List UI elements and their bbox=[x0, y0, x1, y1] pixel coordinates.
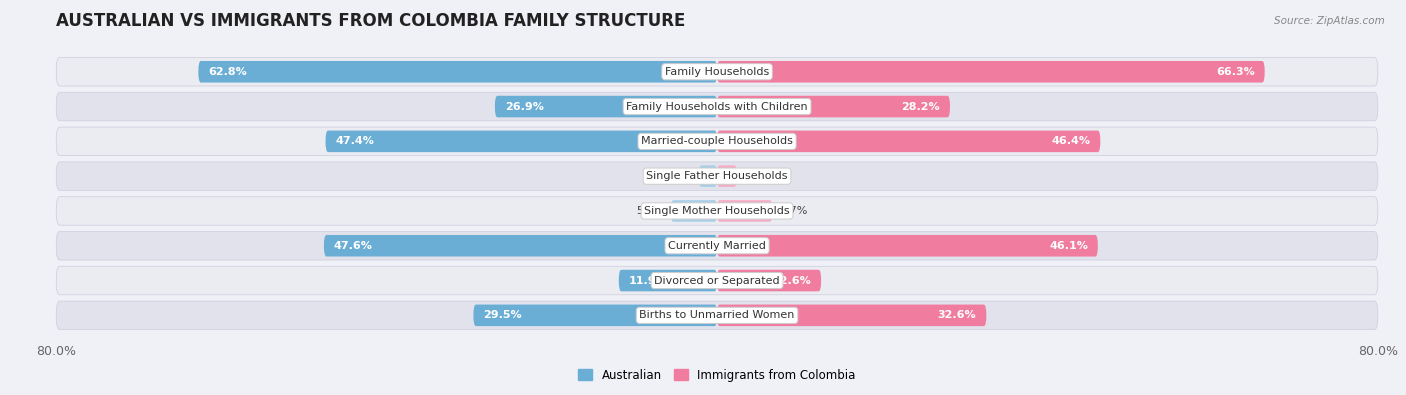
Text: Family Households with Children: Family Households with Children bbox=[626, 102, 808, 111]
Text: Currently Married: Currently Married bbox=[668, 241, 766, 251]
Text: 28.2%: 28.2% bbox=[901, 102, 941, 111]
Text: 47.6%: 47.6% bbox=[333, 241, 373, 251]
Text: 32.6%: 32.6% bbox=[938, 310, 976, 320]
Text: 26.9%: 26.9% bbox=[505, 102, 544, 111]
FancyBboxPatch shape bbox=[699, 166, 717, 187]
FancyBboxPatch shape bbox=[326, 131, 717, 152]
FancyBboxPatch shape bbox=[619, 270, 717, 292]
Text: Divorced or Separated: Divorced or Separated bbox=[654, 276, 780, 286]
Text: 2.4%: 2.4% bbox=[744, 171, 772, 181]
Text: 6.7%: 6.7% bbox=[779, 206, 807, 216]
FancyBboxPatch shape bbox=[56, 301, 1378, 329]
FancyBboxPatch shape bbox=[198, 61, 717, 83]
Text: Births to Unmarried Women: Births to Unmarried Women bbox=[640, 310, 794, 320]
FancyBboxPatch shape bbox=[56, 127, 1378, 156]
Text: AUSTRALIAN VS IMMIGRANTS FROM COLOMBIA FAMILY STRUCTURE: AUSTRALIAN VS IMMIGRANTS FROM COLOMBIA F… bbox=[56, 12, 686, 30]
FancyBboxPatch shape bbox=[717, 131, 1101, 152]
FancyBboxPatch shape bbox=[717, 166, 737, 187]
Text: Married-couple Households: Married-couple Households bbox=[641, 136, 793, 147]
Text: 2.2%: 2.2% bbox=[664, 171, 692, 181]
Text: Family Households: Family Households bbox=[665, 67, 769, 77]
FancyBboxPatch shape bbox=[717, 96, 950, 117]
Text: 62.8%: 62.8% bbox=[208, 67, 247, 77]
Text: 46.1%: 46.1% bbox=[1049, 241, 1088, 251]
Legend: Australian, Immigrants from Colombia: Australian, Immigrants from Colombia bbox=[574, 364, 860, 386]
Text: Source: ZipAtlas.com: Source: ZipAtlas.com bbox=[1274, 16, 1385, 26]
FancyBboxPatch shape bbox=[56, 266, 1378, 295]
Text: 47.4%: 47.4% bbox=[336, 136, 374, 147]
FancyBboxPatch shape bbox=[717, 270, 821, 292]
FancyBboxPatch shape bbox=[56, 58, 1378, 86]
FancyBboxPatch shape bbox=[495, 96, 717, 117]
Text: 29.5%: 29.5% bbox=[484, 310, 522, 320]
Text: Single Father Households: Single Father Households bbox=[647, 171, 787, 181]
FancyBboxPatch shape bbox=[717, 305, 987, 326]
FancyBboxPatch shape bbox=[56, 197, 1378, 225]
Text: 66.3%: 66.3% bbox=[1216, 67, 1254, 77]
Text: 46.4%: 46.4% bbox=[1052, 136, 1091, 147]
FancyBboxPatch shape bbox=[56, 231, 1378, 260]
FancyBboxPatch shape bbox=[323, 235, 717, 256]
Text: 5.6%: 5.6% bbox=[636, 206, 664, 216]
FancyBboxPatch shape bbox=[56, 162, 1378, 190]
FancyBboxPatch shape bbox=[717, 61, 1265, 83]
Text: Single Mother Households: Single Mother Households bbox=[644, 206, 790, 216]
FancyBboxPatch shape bbox=[474, 305, 717, 326]
FancyBboxPatch shape bbox=[717, 235, 1098, 256]
Text: 12.6%: 12.6% bbox=[772, 276, 811, 286]
FancyBboxPatch shape bbox=[56, 92, 1378, 121]
Text: 11.9%: 11.9% bbox=[628, 276, 668, 286]
FancyBboxPatch shape bbox=[671, 200, 717, 222]
FancyBboxPatch shape bbox=[717, 200, 772, 222]
